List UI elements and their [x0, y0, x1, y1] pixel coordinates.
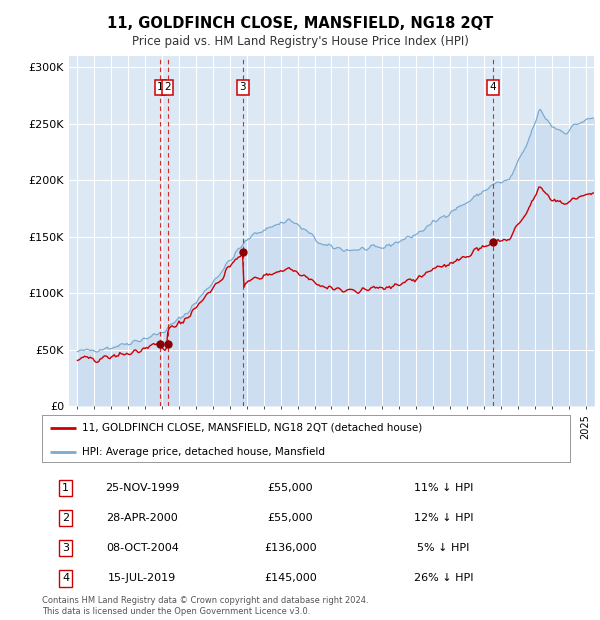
Text: 2: 2	[164, 82, 171, 92]
Text: 4: 4	[62, 574, 70, 583]
Text: £55,000: £55,000	[268, 513, 313, 523]
Text: 28-APR-2000: 28-APR-2000	[106, 513, 178, 523]
Text: 15-JUL-2019: 15-JUL-2019	[108, 574, 176, 583]
Text: 2: 2	[62, 513, 70, 523]
Text: Contains HM Land Registry data © Crown copyright and database right 2024.
This d: Contains HM Land Registry data © Crown c…	[42, 596, 368, 616]
Text: 3: 3	[62, 543, 69, 553]
Text: 11, GOLDFINCH CLOSE, MANSFIELD, NG18 2QT (detached house): 11, GOLDFINCH CLOSE, MANSFIELD, NG18 2QT…	[82, 423, 422, 433]
Text: 26% ↓ HPI: 26% ↓ HPI	[413, 574, 473, 583]
Text: 11, GOLDFINCH CLOSE, MANSFIELD, NG18 2QT: 11, GOLDFINCH CLOSE, MANSFIELD, NG18 2QT	[107, 16, 493, 30]
Text: 1: 1	[62, 483, 69, 493]
Text: 1: 1	[157, 82, 164, 92]
Text: 3: 3	[239, 82, 246, 92]
Text: £136,000: £136,000	[264, 543, 316, 553]
Text: HPI: Average price, detached house, Mansfield: HPI: Average price, detached house, Mans…	[82, 446, 325, 456]
Text: 4: 4	[490, 82, 496, 92]
Text: 25-NOV-1999: 25-NOV-1999	[105, 483, 179, 493]
Text: 12% ↓ HPI: 12% ↓ HPI	[413, 513, 473, 523]
Text: 5% ↓ HPI: 5% ↓ HPI	[417, 543, 469, 553]
Text: 08-OCT-2004: 08-OCT-2004	[106, 543, 179, 553]
Text: 11% ↓ HPI: 11% ↓ HPI	[413, 483, 473, 493]
Text: £145,000: £145,000	[264, 574, 317, 583]
Text: £55,000: £55,000	[268, 483, 313, 493]
Text: Price paid vs. HM Land Registry's House Price Index (HPI): Price paid vs. HM Land Registry's House …	[131, 35, 469, 48]
